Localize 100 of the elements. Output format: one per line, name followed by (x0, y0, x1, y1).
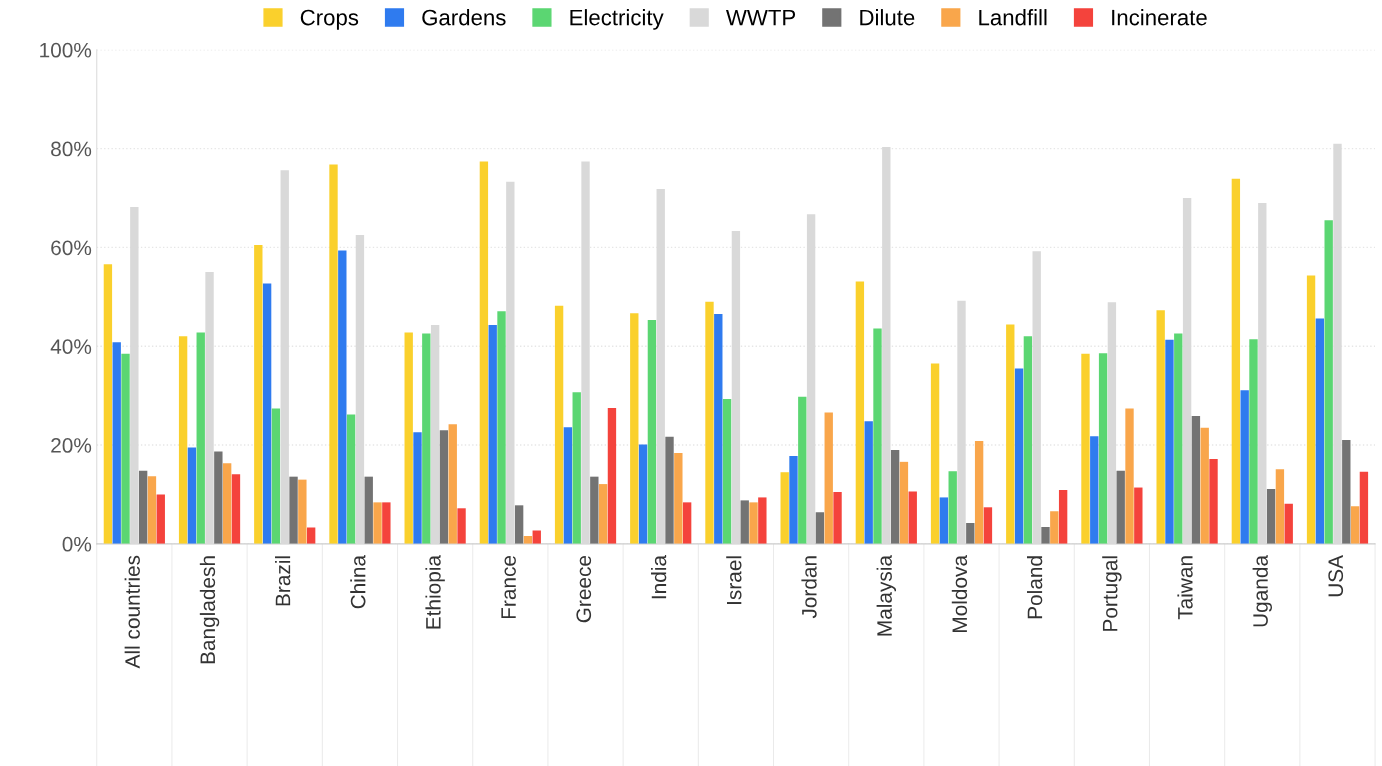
bar (890, 449, 900, 544)
bar (355, 235, 365, 544)
bar (147, 476, 157, 544)
bar (112, 342, 121, 544)
x-tick-label: Taiwan (1177, 556, 1193, 620)
bar (590, 476, 599, 544)
bar (121, 353, 130, 544)
y-tick-label: 60% (51, 240, 92, 256)
bar (983, 507, 993, 544)
bar (563, 427, 573, 544)
bar (1258, 202, 1267, 544)
x-tick-label: Poland (1026, 556, 1043, 619)
bar (815, 512, 825, 544)
y-tick-label: 100% (40, 42, 92, 58)
bar (1306, 275, 1316, 544)
bar (1032, 251, 1041, 544)
bar (1050, 511, 1059, 544)
x-tick-label: India (651, 554, 667, 599)
bar (196, 332, 205, 544)
x-tick-label: Greece (576, 555, 592, 623)
bar (873, 328, 882, 544)
bar (1359, 471, 1369, 544)
bar (178, 336, 188, 544)
bar (855, 281, 865, 544)
bar (382, 502, 391, 544)
bar (1134, 487, 1143, 544)
bar (607, 407, 617, 544)
x-tick-label: Uganda (1252, 554, 1272, 627)
bar (1156, 310, 1165, 544)
bar (430, 324, 440, 544)
bar (222, 463, 232, 544)
bar (1182, 198, 1192, 544)
bar (554, 305, 564, 544)
bar (780, 472, 789, 544)
bar (138, 470, 148, 544)
bar (1324, 220, 1333, 544)
x-tick-label: USA (1328, 555, 1344, 597)
bar (479, 161, 489, 544)
x-tick-label: China (350, 554, 366, 609)
bar (514, 505, 524, 544)
legend-label: Crops (300, 9, 359, 30)
bar (1107, 302, 1117, 544)
bar (966, 523, 975, 544)
bar (930, 363, 940, 544)
bar (346, 414, 356, 544)
bar (899, 461, 909, 544)
bar (722, 399, 732, 544)
bar (1231, 178, 1241, 544)
bar (789, 455, 798, 544)
bar (974, 441, 984, 544)
bar (630, 313, 639, 544)
bar (1191, 415, 1201, 544)
bar (581, 161, 590, 544)
bar (1058, 490, 1068, 544)
bar (1006, 324, 1015, 544)
legend-label: Landfill (979, 9, 1047, 26)
bar (1350, 506, 1360, 544)
bar (448, 424, 457, 544)
bar (497, 311, 506, 544)
bar (1315, 318, 1325, 544)
bar (488, 324, 497, 544)
bar (665, 436, 674, 544)
bar (338, 250, 347, 544)
bar (647, 320, 657, 544)
bar (271, 408, 281, 544)
bar (1023, 336, 1033, 544)
bar (404, 332, 413, 544)
bar (1116, 470, 1125, 544)
bar (1284, 503, 1293, 544)
bar (187, 447, 197, 544)
bar (908, 491, 917, 544)
bar (422, 333, 431, 544)
bar (1098, 353, 1108, 544)
y-tick-label: 80% (51, 141, 92, 157)
y-tick-label: 20% (51, 438, 92, 453)
bar (833, 491, 842, 544)
x-tick-label: Moldova (951, 554, 968, 632)
bar (1014, 368, 1024, 544)
legend-label: Electricity (570, 9, 664, 30)
bar (1333, 143, 1342, 544)
bar (1090, 436, 1099, 544)
bar (289, 476, 298, 544)
bar (957, 300, 966, 544)
bar (749, 502, 758, 544)
x-tick-label: Portugal (1102, 556, 1122, 631)
bar (1165, 339, 1174, 544)
bar (572, 392, 581, 544)
bar (1125, 408, 1134, 544)
bar (1342, 440, 1351, 544)
bar (824, 412, 833, 544)
bar (656, 189, 665, 544)
x-tick-label: Jordan (801, 556, 817, 619)
bar (714, 314, 723, 544)
bar (598, 484, 608, 544)
bar (1081, 353, 1090, 544)
x-tick-label: Ethiopia (425, 554, 445, 629)
y-tick-label: 40% (50, 339, 92, 354)
bar (1240, 390, 1249, 544)
x-tick-label: Bangladesh (199, 556, 220, 664)
bar (214, 451, 223, 544)
